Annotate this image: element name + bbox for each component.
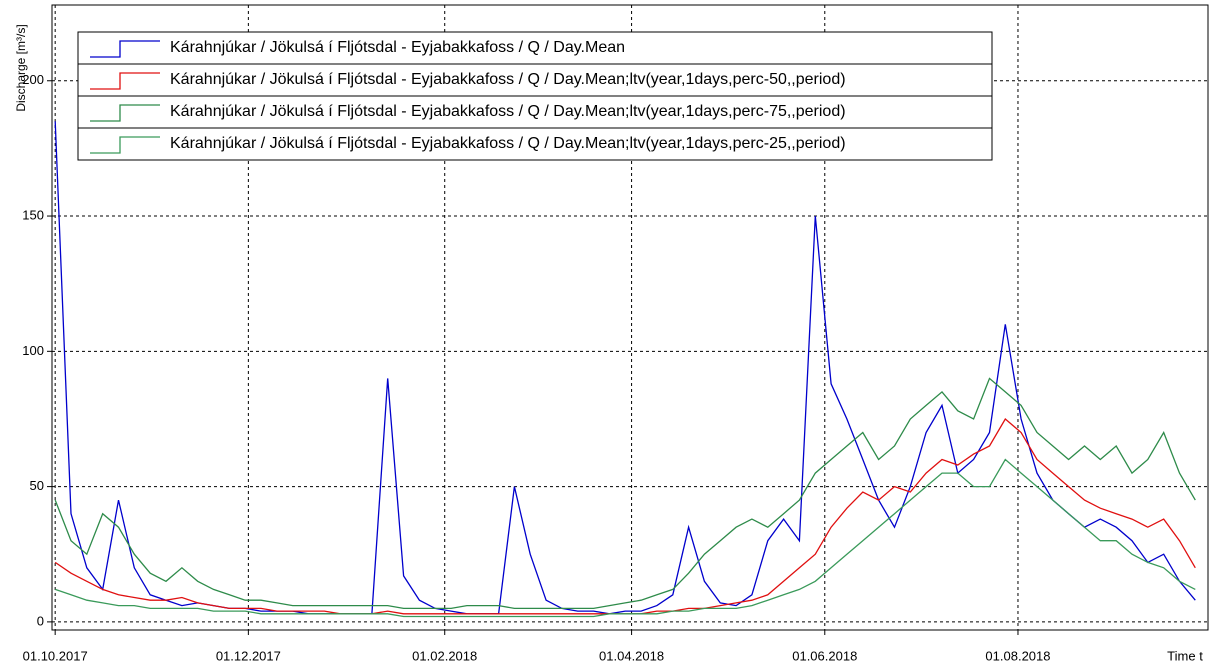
series-line (54, 458, 1196, 618)
x-tick-label: 01.06.2018 (792, 648, 857, 663)
y-tick-label: 50 (30, 478, 44, 493)
y-tick-label: 0 (37, 613, 44, 628)
x-tick-label: 01.04.2018 (599, 648, 664, 663)
legend-swatch (90, 104, 160, 122)
y-tick-label: 100 (22, 343, 44, 358)
y-axis-label: Discharge [m³/s] (14, 24, 28, 111)
legend-row (77, 127, 993, 161)
legend-label: Kárahnjúkar / Jökulsá í Fljótsdal - Eyja… (170, 71, 846, 88)
x-axis-label: Time t (1167, 648, 1203, 663)
legend-row (77, 31, 993, 65)
x-tick-label: 01.08.2018 (985, 648, 1050, 663)
legend-row (77, 63, 993, 97)
legend-swatch (90, 136, 160, 154)
legend: Kárahnjúkar / Jökulsá í Fljótsdal - Eyja… (77, 31, 993, 161)
legend-label: Kárahnjúkar / Jökulsá í Fljótsdal - Eyja… (170, 39, 625, 56)
x-tick-label: 01.12.2017 (216, 648, 281, 663)
legend-label: Kárahnjúkar / Jökulsá í Fljótsdal - Eyja… (170, 103, 846, 120)
legend-swatch (90, 40, 160, 58)
y-tick-label: 150 (22, 207, 44, 222)
legend-label: Kárahnjúkar / Jökulsá í Fljótsdal - Eyja… (170, 135, 846, 152)
legend-swatch (90, 72, 160, 90)
x-tick-label: 01.02.2018 (412, 648, 477, 663)
legend-row (77, 95, 993, 129)
series-line (54, 377, 1196, 610)
y-tick-label: 200 (22, 72, 44, 87)
x-tick-label: 01.10.2017 (23, 648, 88, 663)
